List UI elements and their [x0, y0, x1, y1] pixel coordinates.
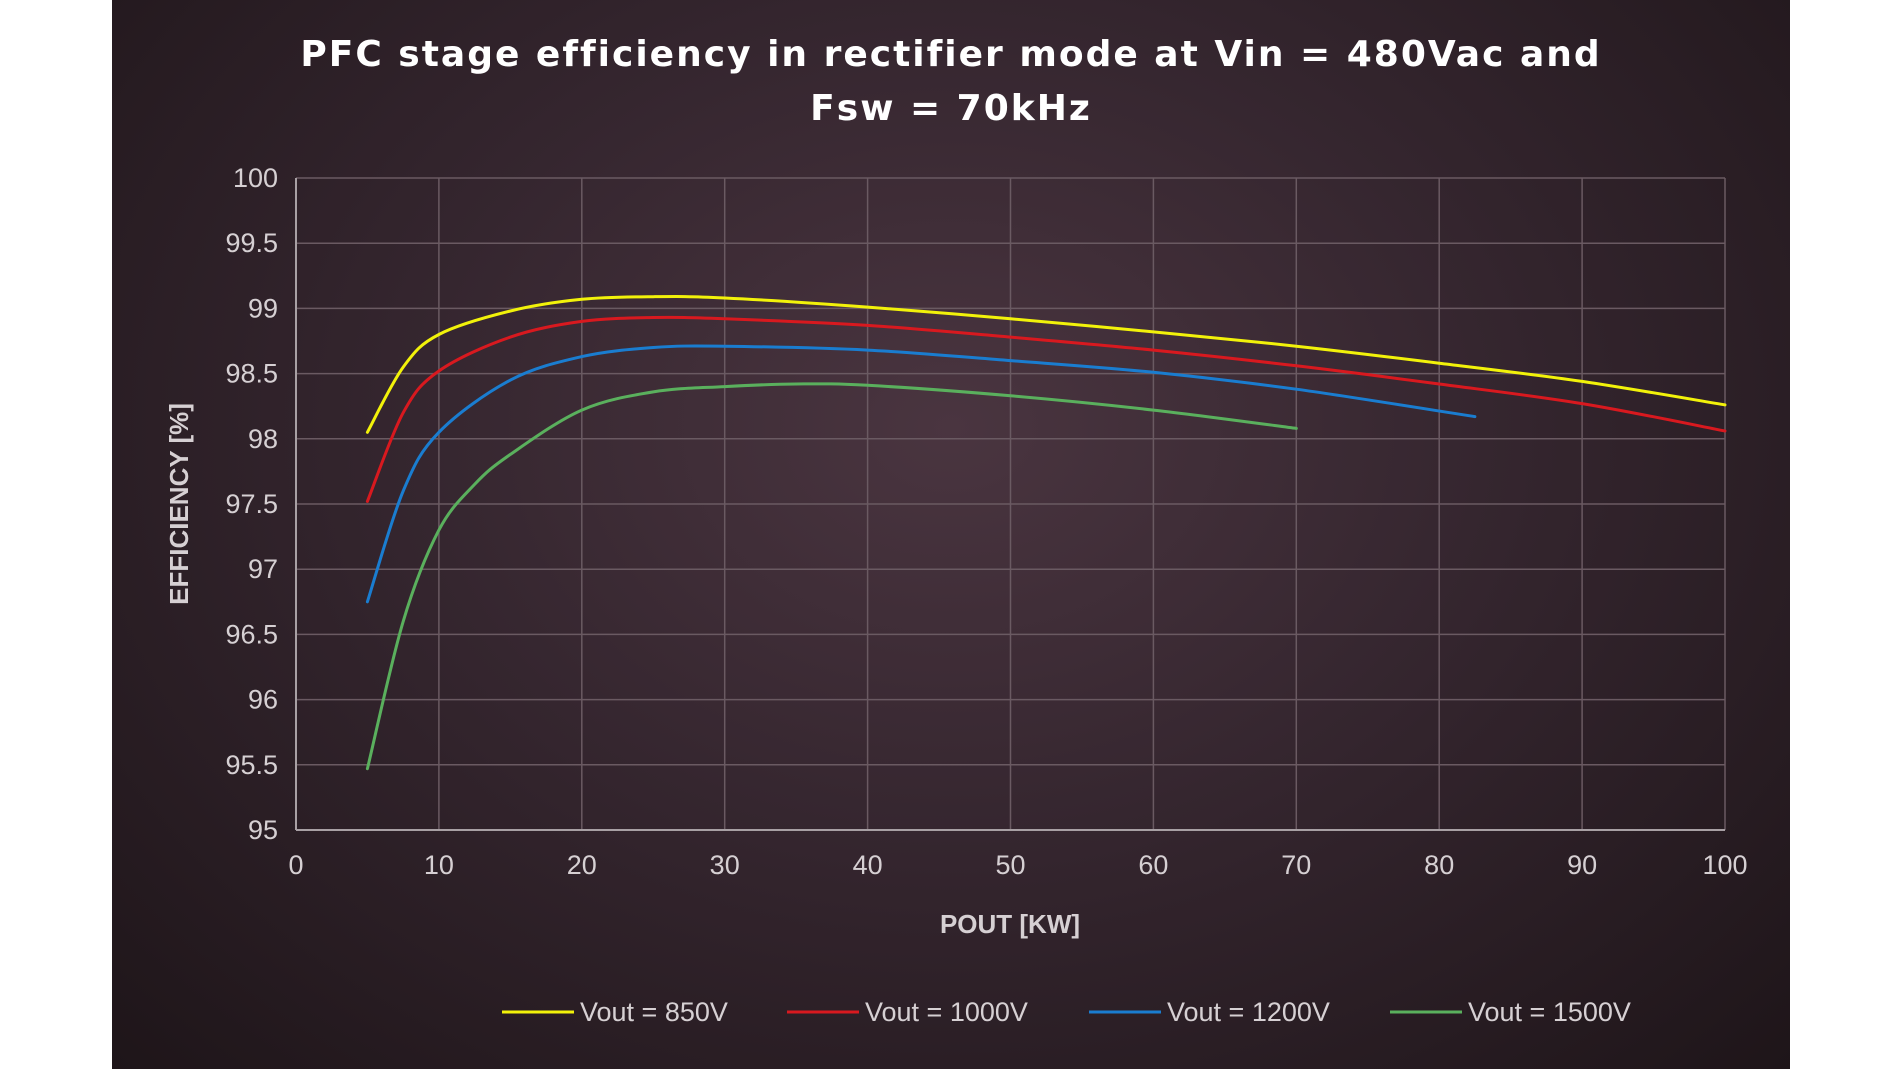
y-tick-label: 97.5: [225, 489, 278, 519]
x-tick-label: 90: [1567, 850, 1597, 880]
y-tick-labels: 95 95.5 96 96.5 97 97.5 98 98.5 99 99.5 100: [225, 163, 278, 845]
x-tick-label: 80: [1424, 850, 1454, 880]
x-tick-labels: 0 10 20 30 40 50 60 70 80 90 100: [288, 850, 1747, 880]
y-tick-label: 97: [248, 554, 278, 584]
x-tick-label: 50: [995, 850, 1025, 880]
y-tick-label: 96: [248, 685, 278, 715]
legend: Vout = 850V Vout = 1000V Vout = 1200V Vout …: [502, 997, 1631, 1027]
x-tick-label: 100: [1702, 850, 1747, 880]
x-tick-label: 70: [1281, 850, 1311, 880]
x-tick-label: 30: [710, 850, 740, 880]
series-line-vout-1000v: [365, 315, 1727, 503]
y-axis-label: EFFICIENCY [%]: [164, 403, 194, 605]
y-tick-label: 100: [233, 163, 278, 193]
series-line-vout-1500v: [365, 382, 1298, 771]
chart-panel: PFC stage efficiency in rectifier mode a…: [112, 0, 1790, 1069]
y-tick-label: 99: [248, 293, 278, 323]
chart-title: PFC stage efficiency in rectifier mode a…: [300, 34, 1601, 75]
y-tick-label: 96.5: [225, 619, 278, 649]
series-line-vout-850v: [365, 295, 1727, 434]
y-tick-label: 99.5: [225, 228, 278, 258]
x-tick-label: 0: [288, 850, 303, 880]
x-tick-label: 60: [1138, 850, 1168, 880]
grid-lines: [296, 177, 1726, 830]
x-tick-label: 10: [424, 850, 454, 880]
chart-subtitle: Fsw = 70kHz: [810, 88, 1092, 129]
series-line-vout-1200v: [365, 344, 1477, 604]
y-tick-label: 95: [248, 815, 278, 845]
y-tick-label: 98: [248, 424, 278, 454]
efficiency-chart: PFC stage efficiency in rectifier mode a…: [164, 34, 1748, 1027]
x-axis-label: POUT [KW]: [940, 909, 1080, 939]
series-lines: [365, 295, 1727, 771]
legend-label: Vout = 1500V: [1468, 997, 1631, 1027]
x-tick-label: 20: [567, 850, 597, 880]
y-tick-label: 98.5: [225, 359, 278, 389]
legend-label: Vout = 1200V: [1167, 997, 1330, 1027]
x-tick-label: 40: [853, 850, 883, 880]
legend-label: Vout = 850V: [580, 997, 728, 1027]
y-tick-label: 95.5: [225, 750, 278, 780]
legend-label: Vout = 1000V: [865, 997, 1028, 1027]
